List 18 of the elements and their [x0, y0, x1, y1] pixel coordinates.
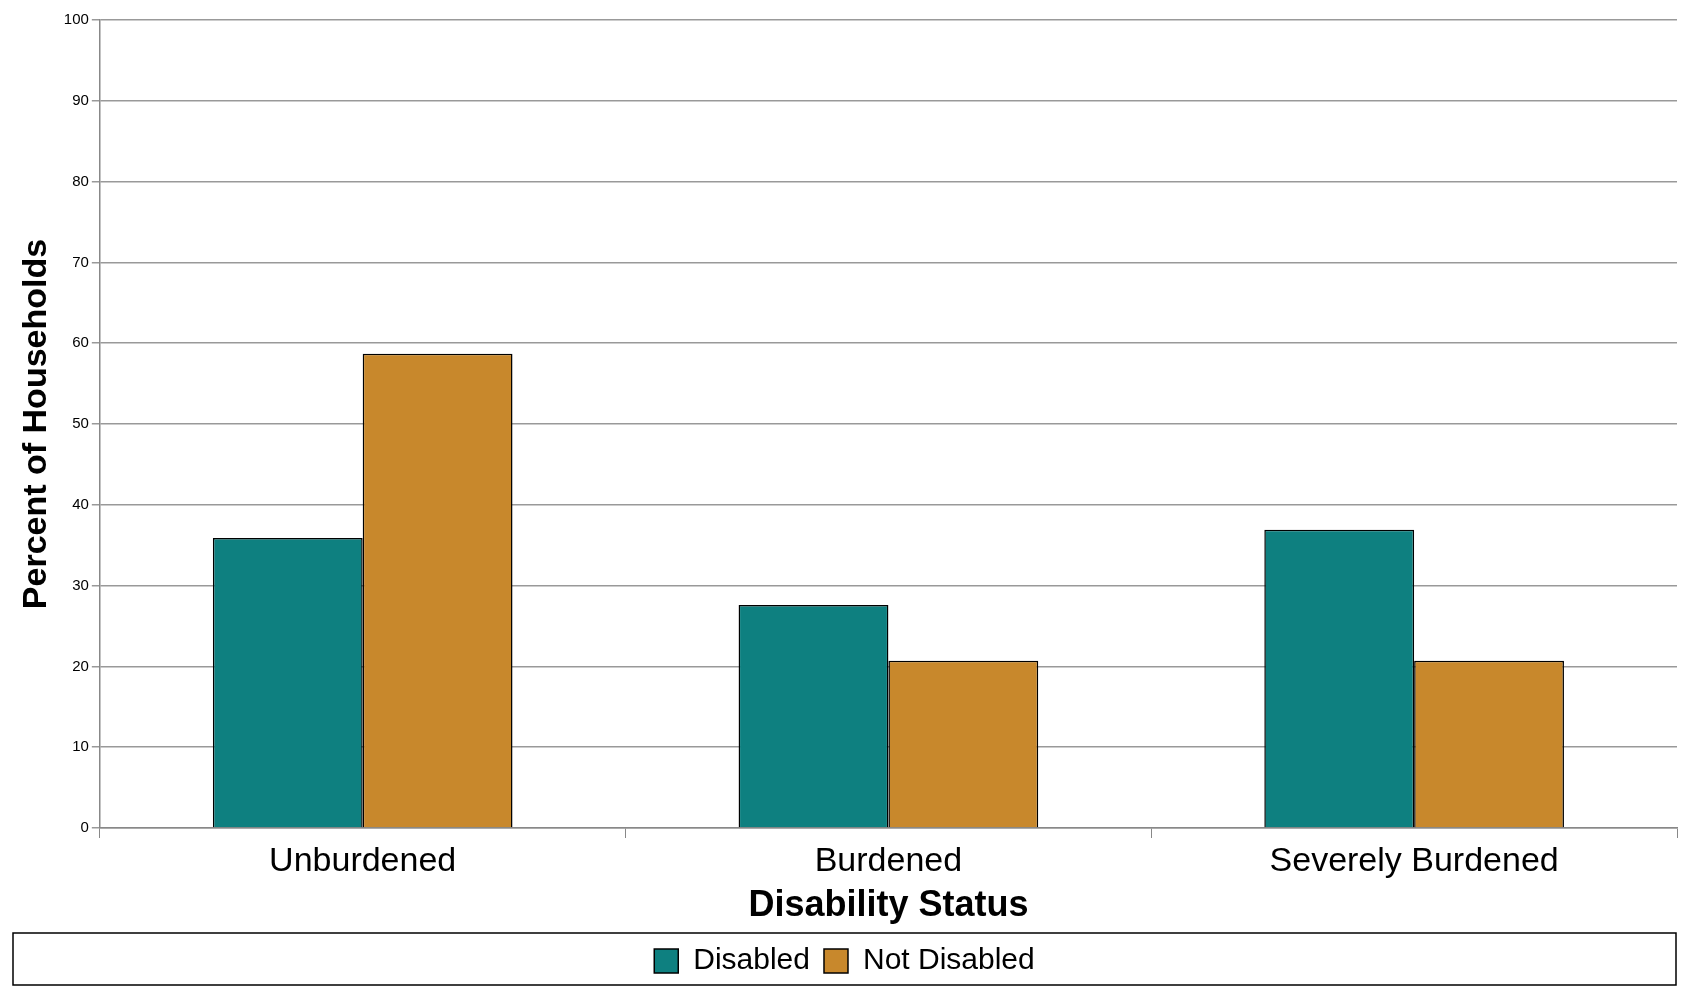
- x-tick-label: Severely Burdened: [1269, 839, 1559, 878]
- legend-label: Not Disabled: [862, 942, 1035, 976]
- y-tick-label: 70: [72, 252, 89, 270]
- y-tick-label: 0: [80, 818, 89, 836]
- y-tick-label: 100: [63, 10, 89, 28]
- x-tick-label: Unburdened: [269, 839, 457, 878]
- x-tick-label: Burdened: [814, 839, 963, 878]
- legend-label: Disabled: [693, 942, 810, 976]
- y-tick-label: 20: [72, 656, 89, 674]
- y-tick-label: 40: [72, 494, 89, 512]
- y-tick-label: 50: [72, 414, 89, 432]
- y-tick-label: 90: [72, 90, 89, 108]
- y-tick-label: 80: [72, 171, 89, 189]
- y-tick-label: 30: [72, 575, 89, 593]
- x-axis-title: Disability Status: [748, 883, 1029, 925]
- y-tick-label: 10: [72, 737, 89, 755]
- y-axis-title: Percent of Households: [14, 238, 53, 610]
- y-tick-label: 60: [72, 333, 89, 351]
